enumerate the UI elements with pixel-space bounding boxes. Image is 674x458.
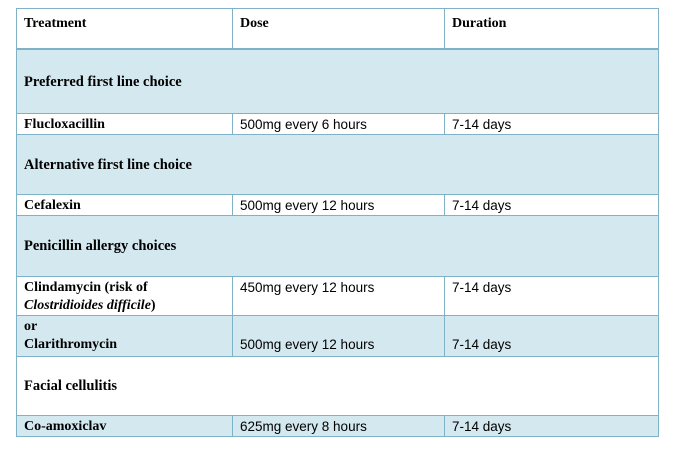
treatment-cell: Cefalexin — [16, 194, 233, 216]
dose-cell: 500mg every 6 hours — [232, 113, 445, 135]
section-label-preferred: Preferred first line choice — [16, 48, 659, 114]
section-label-alternative: Alternative first line choice — [16, 134, 659, 195]
treatment-text: Clarithromycin — [24, 337, 118, 352]
treatment-cell: Clindamycin (risk of Clostridioides diff… — [16, 276, 233, 316]
treatment-cell: Flucloxacillin — [16, 113, 233, 135]
section-row-allergy: Penicillin allergy choices — [16, 215, 659, 277]
duration-cell: 7-14 days — [444, 415, 659, 437]
table-row-coamoxiclav: Co-amoxiclav 625mg every 8 hours 7-14 da… — [16, 415, 659, 437]
duration-cell: 7-14 days — [444, 276, 659, 316]
section-row-preferred: Preferred first line choice — [16, 48, 659, 114]
treatment-text: Clindamycin (risk of — [24, 280, 148, 295]
section-label-allergy: Penicillin allergy choices — [16, 215, 659, 277]
dose-cell: 500mg every 12 hours — [232, 315, 445, 357]
table-row-cefalexin: Cefalexin 500mg every 12 hours 7-14 days — [16, 194, 659, 216]
header-duration: Duration — [444, 8, 659, 50]
dose-cell: 625mg every 8 hours — [232, 415, 445, 437]
duration-cell: 7-14 days — [444, 113, 659, 135]
section-row-facial: Facial cellulitis — [16, 356, 659, 416]
table-row-clindamycin: Clindamycin (risk of Clostridioides diff… — [16, 276, 659, 316]
treatment-prefix: or — [24, 319, 38, 334]
section-row-alternative: Alternative first line choice — [16, 134, 659, 195]
header-dose: Dose — [232, 8, 445, 50]
table-row-clarithromycin: or Clarithromycin 500mg every 12 hours 7… — [16, 315, 659, 357]
duration-cell: 7-14 days — [444, 315, 659, 357]
section-label-facial: Facial cellulitis — [16, 356, 659, 416]
header-row: Treatment Dose Duration — [16, 8, 659, 50]
treatment-table-container: Treatment Dose Duration Preferred first … — [16, 8, 659, 437]
dose-cell: 500mg every 12 hours — [232, 194, 445, 216]
treatment-table: Treatment Dose Duration Preferred first … — [16, 8, 659, 437]
treatment-cell: Co-amoxiclav — [16, 415, 233, 437]
dose-cell: 450mg every 12 hours — [232, 276, 445, 316]
table-row-flucloxacillin: Flucloxacillin 500mg every 6 hours 7-14 … — [16, 113, 659, 135]
treatment-cell: or Clarithromycin — [16, 315, 233, 357]
treatment-note-close: ) — [150, 298, 156, 313]
treatment-note: Clostridioides difficile — [24, 298, 151, 313]
duration-cell: 7-14 days — [444, 194, 659, 216]
header-treatment: Treatment — [16, 8, 233, 50]
